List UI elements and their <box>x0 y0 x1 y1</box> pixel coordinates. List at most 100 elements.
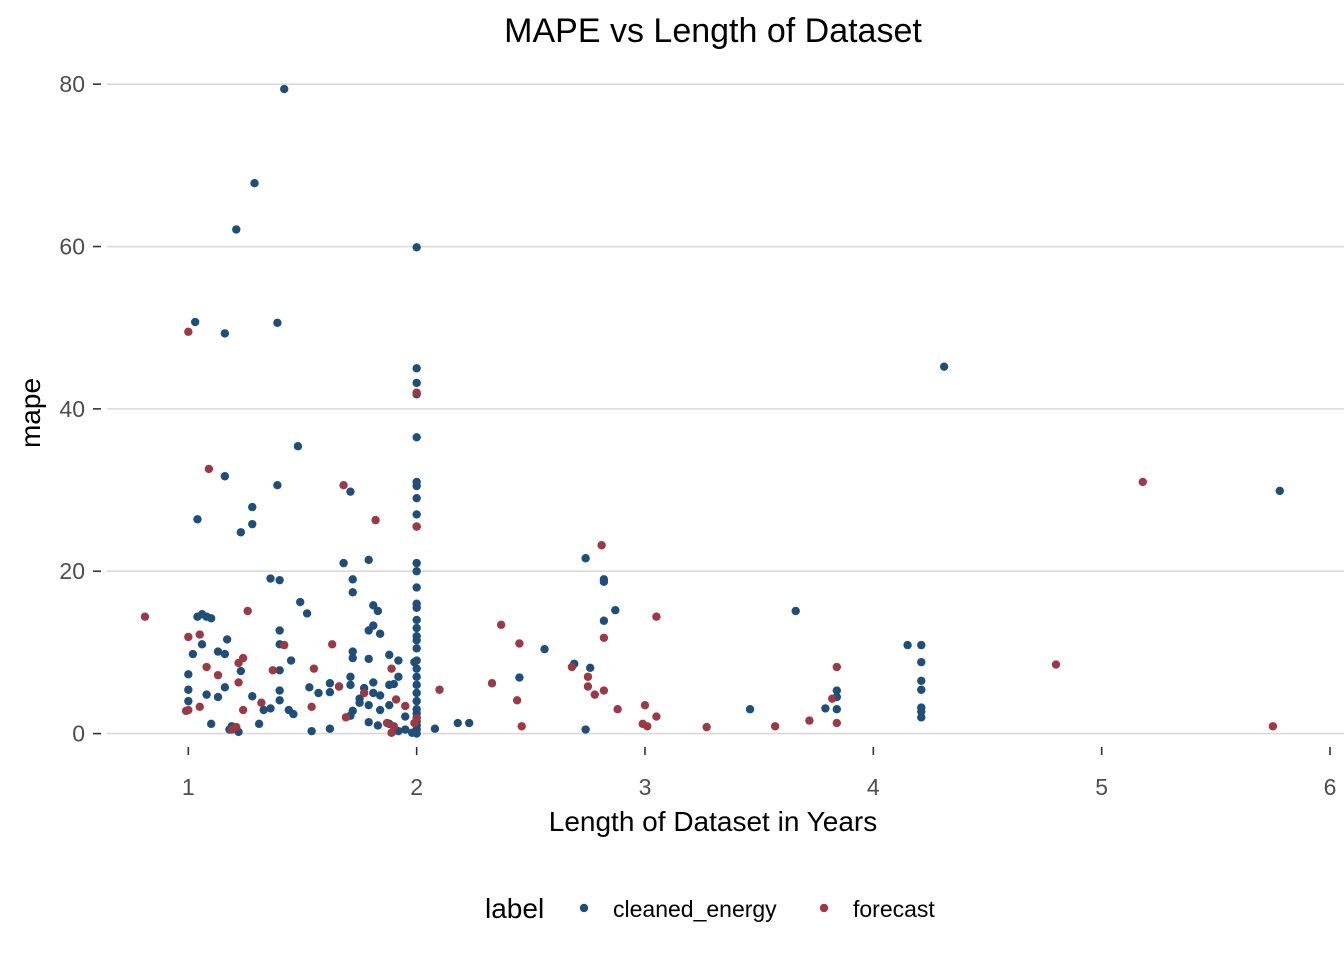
data-point <box>375 705 385 715</box>
data-point <box>373 721 383 730</box>
data-point <box>453 718 462 728</box>
data-point <box>917 657 926 667</box>
data-point <box>289 709 298 719</box>
data-point <box>184 670 193 679</box>
data-point <box>184 705 193 715</box>
data-point <box>248 519 257 529</box>
data-point <box>213 670 223 680</box>
x-axis-title: Length of Dataset in Years <box>549 806 877 837</box>
data-point <box>412 664 421 673</box>
data-point <box>355 698 364 707</box>
data-point <box>325 679 335 688</box>
data-point <box>917 685 926 694</box>
data-point <box>496 620 506 630</box>
data-point <box>382 718 392 728</box>
data-point <box>387 728 396 737</box>
data-point <box>348 575 357 584</box>
data-point <box>184 327 193 336</box>
data-point <box>412 680 421 690</box>
data-point <box>401 725 410 734</box>
legend-label-forecast: forecast <box>853 896 935 922</box>
data-point <box>220 329 230 338</box>
data-point <box>234 658 243 668</box>
data-point <box>280 84 289 94</box>
x-tick-label: 2 <box>410 774 423 800</box>
data-point <box>917 640 926 650</box>
data-point <box>583 672 593 681</box>
data-point <box>412 364 421 373</box>
data-point <box>346 672 355 681</box>
data-point <box>613 705 622 714</box>
legend-swatch-forecast <box>819 903 829 913</box>
data-point <box>339 480 348 490</box>
data-point <box>583 682 593 691</box>
data-point <box>232 722 241 732</box>
data-point <box>917 676 926 686</box>
data-point <box>234 678 243 687</box>
data-point <box>394 656 403 665</box>
legend: label cleaned_energy forecast <box>485 893 935 924</box>
data-point <box>412 481 421 491</box>
data-point <box>412 729 421 738</box>
data-point <box>412 615 421 625</box>
data-point <box>296 597 305 607</box>
data-point <box>369 621 378 630</box>
data-points <box>140 84 1284 738</box>
data-point <box>590 690 599 699</box>
data-point <box>359 688 369 698</box>
data-point <box>364 555 373 565</box>
data-point <box>412 623 421 633</box>
data-point <box>190 317 200 327</box>
data-point <box>348 653 357 663</box>
data-point <box>412 713 421 723</box>
x-tick-label: 3 <box>639 774 652 800</box>
data-point <box>334 682 344 691</box>
series-forecast <box>140 327 1278 737</box>
data-point <box>266 704 275 713</box>
data-point <box>275 696 284 705</box>
data-point <box>364 718 373 727</box>
data-point <box>412 510 421 519</box>
data-point <box>512 696 522 705</box>
data-point <box>327 640 337 649</box>
gridlines <box>107 83 1344 735</box>
x-tick-label: 6 <box>1324 774 1337 800</box>
data-point <box>385 650 394 660</box>
data-point <box>430 724 440 733</box>
data-point <box>348 647 357 656</box>
data-point <box>597 541 606 550</box>
data-point <box>275 626 284 635</box>
data-point <box>213 692 223 702</box>
data-point <box>232 225 241 234</box>
x-tick-label: 4 <box>867 774 880 800</box>
legend-title: label <box>485 893 544 924</box>
data-point <box>412 522 421 531</box>
data-point <box>220 649 230 659</box>
data-point <box>412 696 421 706</box>
x-tick-label: 1 <box>182 774 195 800</box>
data-point <box>1051 660 1061 669</box>
data-point <box>652 612 661 621</box>
data-point <box>599 577 609 586</box>
data-point <box>339 558 348 568</box>
data-point <box>1138 477 1147 487</box>
data-point <box>412 378 421 388</box>
data-point <box>903 640 912 650</box>
data-point <box>828 694 837 703</box>
data-point <box>369 601 378 610</box>
data-point <box>236 528 246 537</box>
data-point <box>389 679 399 689</box>
data-point <box>184 632 193 642</box>
data-point <box>273 318 282 328</box>
data-point <box>487 679 497 688</box>
data-point <box>364 654 373 664</box>
data-point <box>302 609 312 618</box>
data-point <box>412 558 421 568</box>
data-point <box>373 606 383 616</box>
data-point <box>222 635 232 644</box>
data-point <box>917 713 926 722</box>
data-point <box>389 722 399 731</box>
data-point <box>206 719 216 729</box>
data-point <box>202 662 211 672</box>
data-point <box>325 687 335 697</box>
